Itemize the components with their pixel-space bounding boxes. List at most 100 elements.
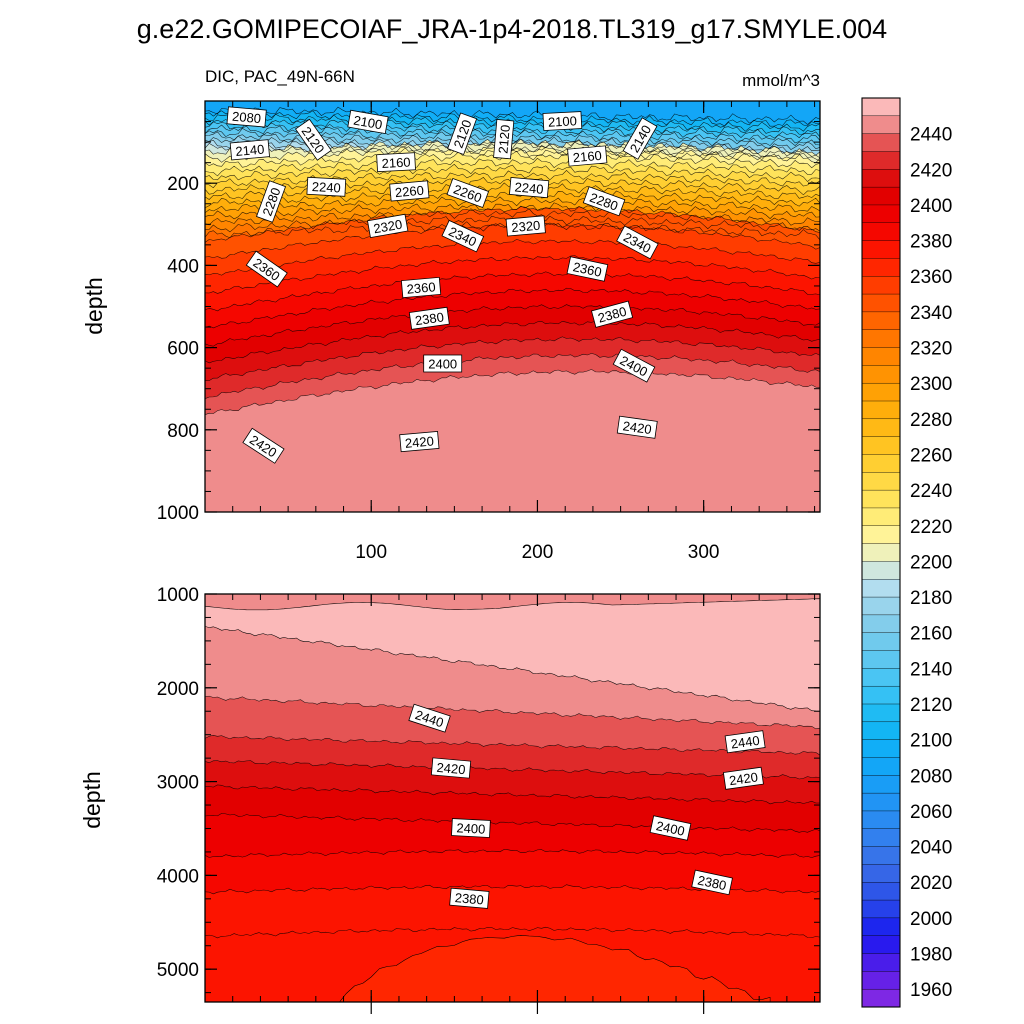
colorbar: 1960 1980 2000 2020 2040 2060 2080 2100 2120 2140… [861, 97, 952, 1008]
contour-label: 2120 [447, 112, 478, 156]
contour-label: 2440 [408, 703, 451, 733]
contour-label-box [582, 186, 626, 217]
colorbar-bin-2180 [861, 579, 901, 598]
figure-title: g.e22.GOMIPECOIAF_JRA-1p4-2018.TL319_g17… [137, 14, 887, 44]
colorbar-label: 2320 [910, 339, 952, 360]
colorbar-bin-2420 [861, 151, 901, 170]
contour-label: 2420 [242, 427, 285, 464]
lower-panel-frame [204, 593, 821, 1003]
colorbar-bin-2340 [861, 293, 901, 313]
contour-label-box [399, 431, 440, 453]
contour-label-text: 2380 [596, 304, 628, 326]
colorbar-label: 2040 [910, 838, 952, 859]
contour-label-box [542, 111, 583, 131]
colorbar-label: 2160 [910, 624, 952, 645]
colorbar-bin-1990 [861, 917, 901, 937]
fill-band-2360 [337, 935, 771, 1002]
contour-label: 2400 [649, 815, 692, 841]
colorbar-bin-2270 [861, 418, 901, 438]
contour-label-box [616, 225, 659, 260]
contour-label-box [389, 180, 430, 202]
y-tick-label: 800 [167, 421, 199, 442]
colorbar-bin-2090 [861, 739, 901, 758]
contour-label-text: 2420 [728, 769, 759, 788]
colorbar-bin-2410 [861, 169, 901, 188]
contour-label-box [446, 178, 490, 209]
contour-label-text: 2420 [622, 418, 653, 437]
contour-line-2430 [205, 353, 820, 399]
contour-label-box [493, 119, 515, 160]
lower-panel-contour-lines [205, 695, 820, 939]
colorbar-bin-2020 [861, 864, 901, 883]
contour-label-text: 2400 [428, 357, 457, 372]
colorbar-label: 2060 [910, 802, 952, 823]
contour-label: 2280 [582, 186, 626, 217]
contour-label: 2240 [306, 176, 347, 197]
colorbar-bin-2050 [861, 810, 901, 830]
contour-label: 2160 [376, 152, 416, 173]
contour-line-2370 [205, 926, 820, 939]
colorbar-bin-2390 [861, 204, 901, 224]
contour-label: 2420 [430, 757, 472, 779]
colorbar-bin-2280 [861, 400, 901, 420]
contour-line-2380 [205, 271, 820, 312]
contour-label-box [505, 215, 546, 237]
contour-label: 2420 [616, 415, 658, 439]
colorbar-label: 2360 [910, 267, 952, 288]
contour-label-box [724, 730, 766, 754]
contour-label-box [256, 180, 287, 223]
contour-label-box [509, 177, 550, 199]
contour-label: 2380 [691, 869, 733, 896]
contour-label-text: 2100 [548, 113, 578, 129]
contour-label-box [591, 300, 634, 328]
contour-label-text: 2120 [495, 124, 512, 154]
colorbar-label: 2240 [910, 481, 952, 502]
colorbar-bin-2230 [861, 489, 901, 509]
colorbar-bin-2360 [861, 258, 901, 277]
colorbar-bin-1980 [861, 935, 901, 955]
contour-line-2440 [205, 695, 820, 730]
contour-label: 2160 [567, 145, 608, 167]
contour-label-box [441, 219, 485, 253]
upper-panel-fill [205, 101, 820, 512]
lower-y-axis-label: depth [79, 771, 105, 829]
contour-line-2210 [205, 145, 820, 164]
fill-band-2450 [205, 598, 820, 712]
contour-label-box [226, 106, 267, 128]
contour-label-text: 2440 [730, 733, 761, 752]
contour-label-box [649, 815, 692, 841]
x-tick-label: 200 [522, 542, 554, 563]
contour-label-box [306, 176, 347, 197]
contour-label-text: 2360 [406, 279, 436, 296]
colorbar-bin-2440 [861, 115, 901, 135]
colorbar-label: 2280 [910, 410, 952, 431]
colorbar-label: 2100 [910, 731, 952, 752]
contour-line-2100 [205, 109, 820, 127]
colorbar-label: 1980 [910, 945, 952, 966]
contour-label-text: 2420 [436, 760, 466, 777]
colorbar-bin-2140 [861, 650, 901, 669]
contour-line-2400 [205, 304, 820, 347]
x-tick-label: 300 [688, 542, 720, 563]
contour-label: 2140 [229, 139, 270, 161]
colorbar-bin-2240 [861, 472, 901, 491]
lower-panel-axes: 1000 2000 3000 4000 5000 [157, 585, 820, 1014]
contour-line-2240 [205, 163, 820, 182]
contour-label: 2380 [449, 887, 490, 909]
contour-label-box [566, 256, 609, 282]
contour-label-box [616, 415, 658, 439]
colorbar-bin-2000 [861, 899, 901, 919]
contour-label-text: 2320 [511, 218, 541, 235]
colorbar-bin-1970 [861, 953, 901, 972]
contour-line-2230 [205, 157, 820, 177]
colorbar-bin-1950 [861, 988, 901, 1008]
contour-label: 2240 [509, 177, 550, 199]
contour-line-2400 [205, 813, 820, 833]
y-tick-label: 4000 [157, 866, 199, 887]
colorbar-label: 2260 [910, 446, 952, 467]
colorbar-bin-2220 [861, 507, 901, 527]
colorbar-label: 1960 [910, 980, 952, 1001]
colorbar-label: 2180 [910, 588, 952, 609]
contour-line-2410 [205, 784, 820, 805]
